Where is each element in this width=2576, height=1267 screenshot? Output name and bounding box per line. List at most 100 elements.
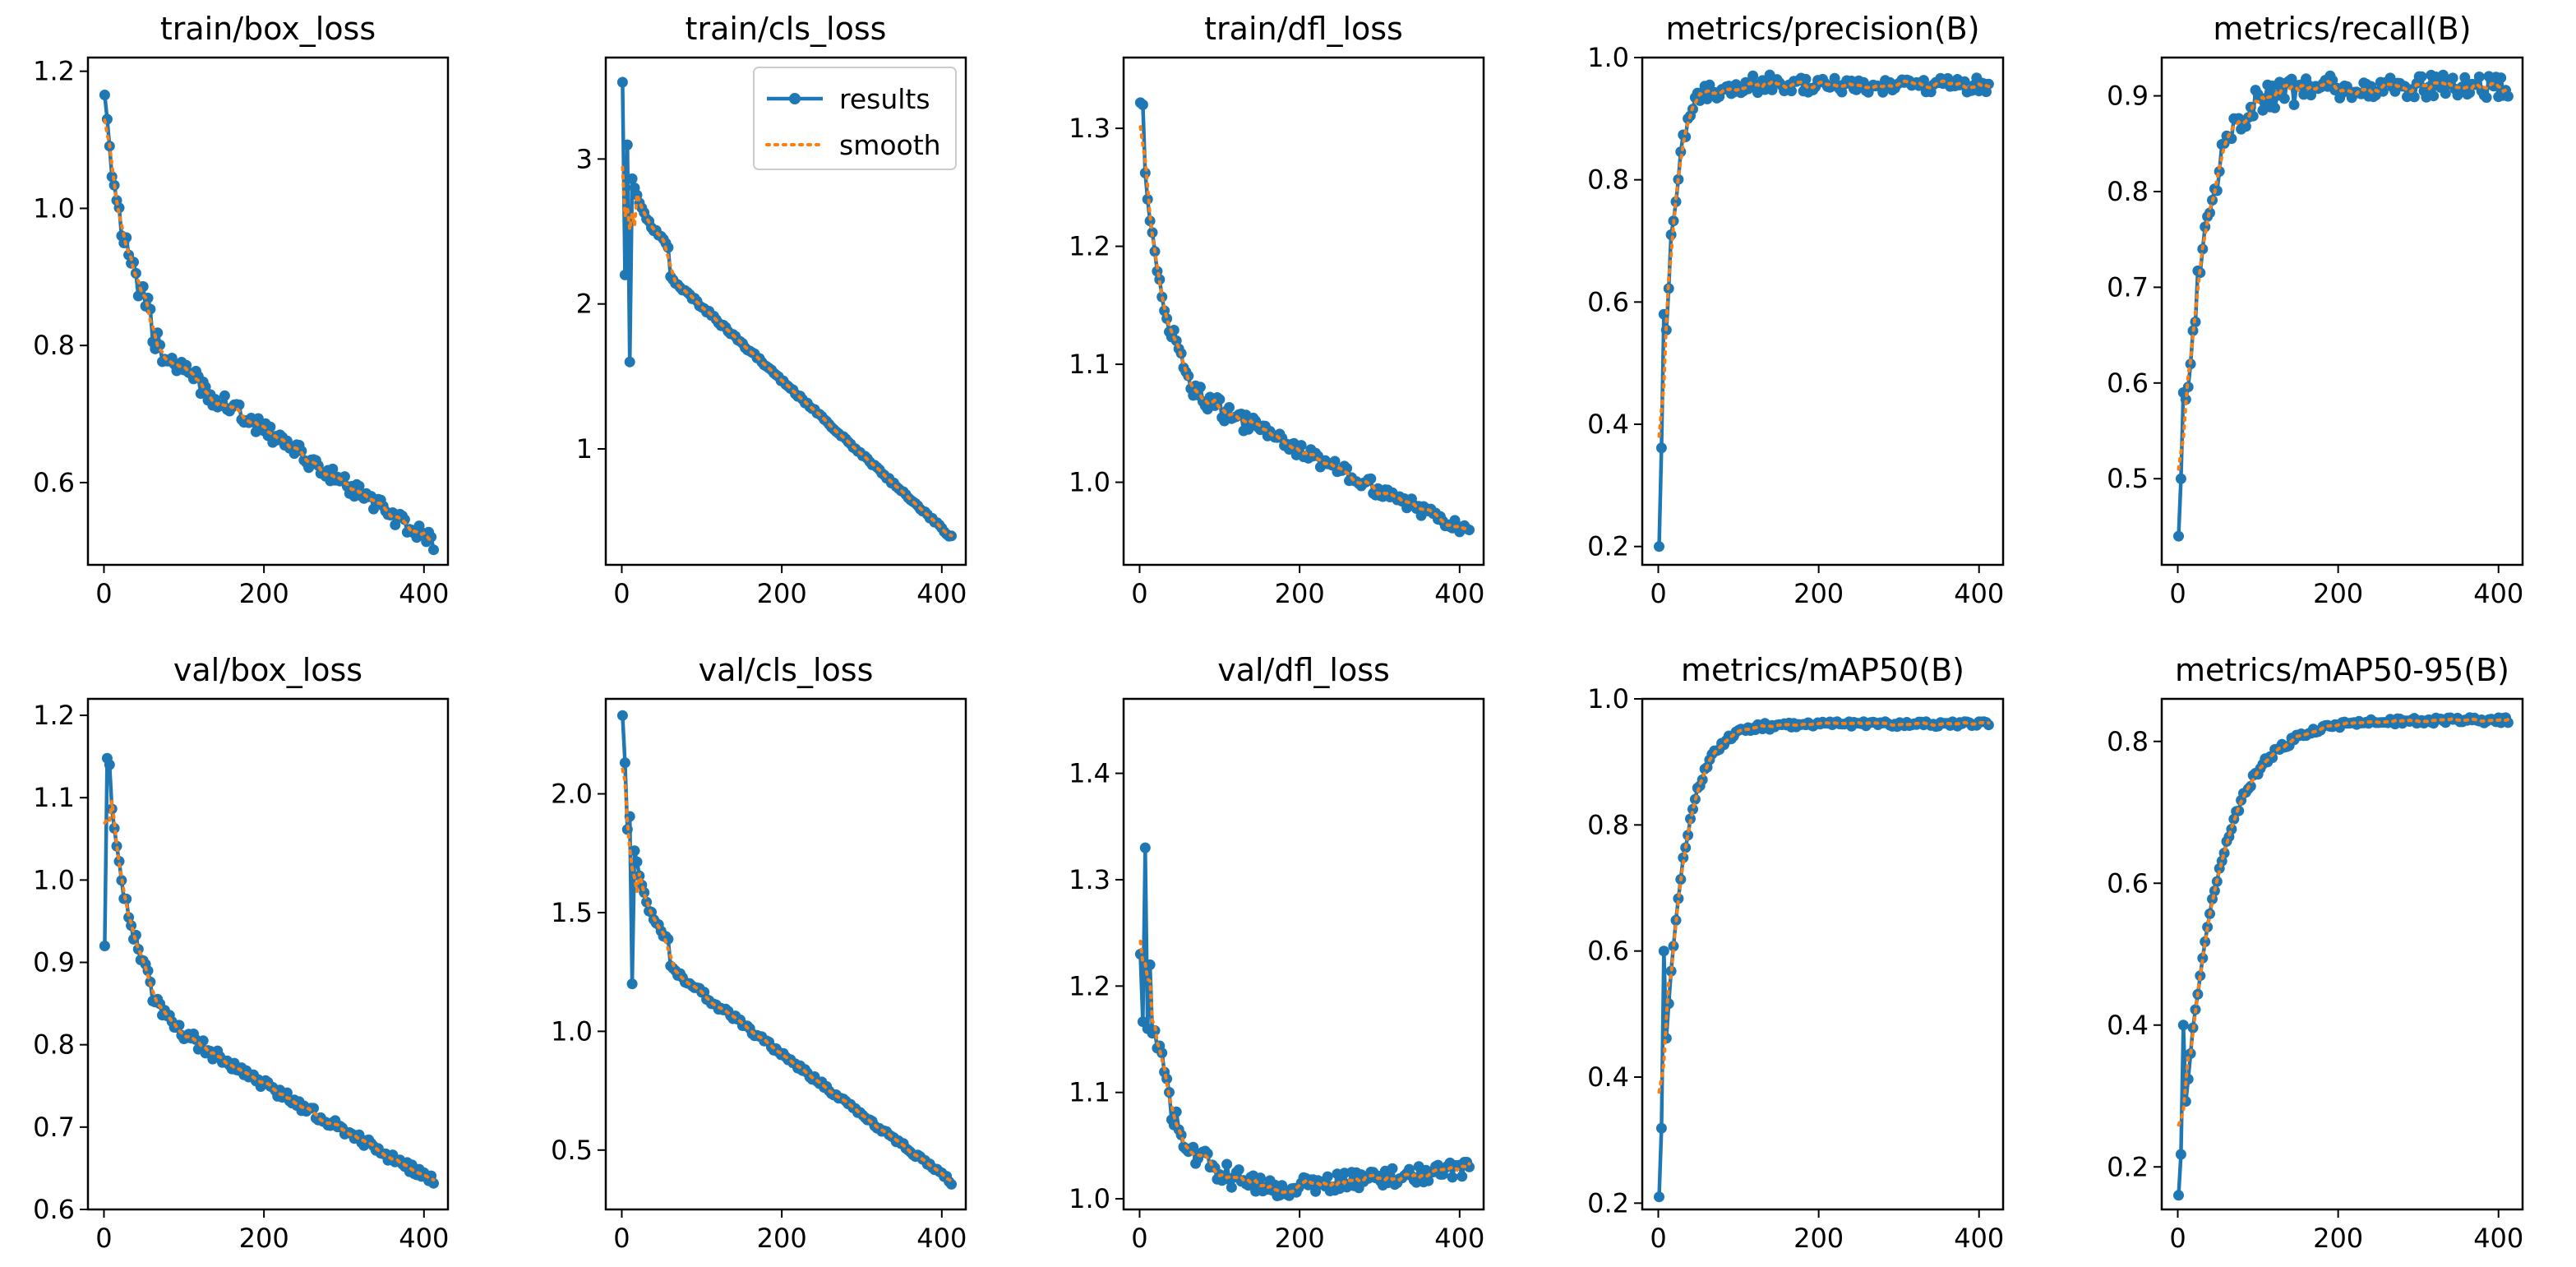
x-tick-label: 400 [1954, 1223, 2004, 1254]
legend-results-marker [789, 93, 801, 104]
legend-smooth-label: smooth [839, 129, 941, 161]
results-point [265, 421, 276, 432]
results-point [624, 356, 635, 368]
results-point [1224, 402, 1235, 413]
axes-frame [86, 697, 450, 1211]
results-point [108, 822, 120, 834]
results-point [1457, 1171, 1468, 1182]
x-tick-label: 200 [239, 1223, 289, 1254]
results-point [1983, 719, 1994, 731]
x-tick-label: 0 [613, 578, 630, 609]
smooth-line [621, 165, 953, 538]
results-point [399, 514, 410, 525]
results-point [1341, 463, 1353, 474]
legend-results-label: results [839, 83, 930, 115]
y-tick-label: 1.0 [551, 1015, 593, 1047]
results-point [2473, 72, 2485, 82]
results-point [1387, 1163, 1398, 1174]
x-tick-label: 200 [2313, 1223, 2363, 1254]
x-tick-label: 0 [1650, 578, 1666, 609]
results-point [1786, 86, 1797, 97]
y-tick-label: 0.5 [551, 1135, 593, 1166]
y-tick-label: 1.3 [1069, 113, 1110, 144]
y-tick-label: 0.2 [1587, 531, 1629, 562]
y-tick-label: 0.7 [2107, 271, 2149, 303]
y-tick-label: 1.2 [33, 56, 75, 87]
results-point [626, 173, 638, 184]
x-tick-label: 0 [95, 1223, 112, 1254]
legend-box [753, 67, 957, 170]
x-tick-label: 0 [95, 578, 112, 609]
y-tick-label: 1.0 [1587, 683, 1629, 714]
x-tick-label: 400 [399, 578, 449, 609]
x-tick-label: 400 [916, 578, 967, 609]
x-tick-label: 0 [2169, 1223, 2186, 1254]
results-point [104, 759, 115, 770]
results-point [1154, 274, 1166, 285]
y-tick-label: 1.1 [1069, 349, 1110, 380]
results-point [1747, 70, 1759, 81]
results-point [2416, 71, 2427, 82]
results-point [2447, 72, 2458, 84]
results-point [219, 390, 230, 401]
results-point [2197, 952, 2209, 964]
legend: results smooth [753, 67, 957, 170]
results-point [132, 290, 144, 302]
subplot-val-box-loss: val/box_loss 0 200 400 0.6 0.7 0.8 0.9 1.0 1.1 1.2 [33, 652, 449, 1254]
axes-frame [2160, 56, 2524, 566]
y-tick-label: 1.0 [1069, 467, 1110, 498]
y-tick-label: 2 [576, 289, 593, 320]
results-point [1137, 99, 1148, 110]
results-point [621, 139, 633, 150]
subplot-metrics-recall-b-: metrics/recall(B) 0 200 400 0.5 0.6 0.7 0.8 0.9 [2107, 11, 2523, 609]
results-point [1658, 946, 1669, 957]
x-tick-label: 0 [613, 1223, 630, 1254]
y-tick-label: 0.6 [2107, 368, 2149, 399]
axes-frame [1122, 56, 1485, 566]
y-tick-label: 1.1 [33, 782, 75, 813]
y-tick-label: 1.1 [1069, 1077, 1110, 1108]
y-tick-label: 1.2 [1069, 970, 1110, 1001]
results-point [327, 463, 339, 474]
y-tick-label: 0.6 [33, 467, 75, 498]
y-tick-label: 1.0 [33, 864, 75, 895]
results-point [1673, 893, 1684, 904]
results-point [2180, 394, 2191, 405]
x-tick-label: 400 [916, 1223, 967, 1254]
results-point [2481, 92, 2492, 104]
results-point [113, 856, 125, 867]
results-point [1214, 394, 1226, 405]
results-point [1464, 1161, 1475, 1172]
axes-frame [2160, 697, 2524, 1211]
subplot-metrics-precision-b-: metrics/precision(B) 0 200 400 0.2 0.4 0.6 0.8 1… [1587, 11, 2004, 609]
results-point [1139, 842, 1151, 853]
y-tick-label: 0.4 [1587, 1061, 1629, 1093]
results-point [2175, 1149, 2186, 1160]
results-point [616, 76, 628, 88]
results-point [2216, 855, 2227, 867]
results-point [1655, 442, 1667, 454]
subplot-val-dfl-loss: val/dfl_loss 0 200 400 1.0 1.1 1.2 1.3 1.4 [1069, 652, 1484, 1254]
x-tick-label: 0 [2169, 578, 2186, 609]
results-point [1144, 215, 1156, 227]
results-point [233, 399, 245, 410]
results-point [2218, 848, 2230, 858]
subplot-title: metrics/recall(B) [2213, 11, 2471, 47]
results-point [1161, 313, 1173, 324]
results-point [631, 856, 643, 867]
results-point [2459, 72, 2471, 83]
x-tick-label: 0 [1650, 1223, 1666, 1254]
results-point [2173, 1190, 2184, 1201]
results-point [1254, 1172, 1266, 1184]
x-tick-label: 400 [399, 1223, 449, 1254]
smooth-line [1657, 720, 1991, 1094]
y-tick-label: 0.4 [2107, 1010, 2149, 1041]
axes-frame [604, 697, 967, 1211]
subplot-title: metrics/mAP50-95(B) [2175, 652, 2509, 688]
y-tick-label: 0.8 [2107, 176, 2149, 207]
x-tick-label: 400 [1434, 1223, 1484, 1254]
results-point [2173, 530, 2184, 542]
results-point [2175, 473, 2186, 484]
smooth-line [1138, 939, 1471, 1195]
subplot-title: train/cls_loss [686, 11, 887, 47]
